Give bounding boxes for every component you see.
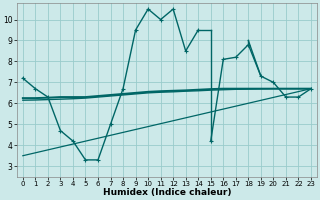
X-axis label: Humidex (Indice chaleur): Humidex (Indice chaleur) [103,188,231,197]
